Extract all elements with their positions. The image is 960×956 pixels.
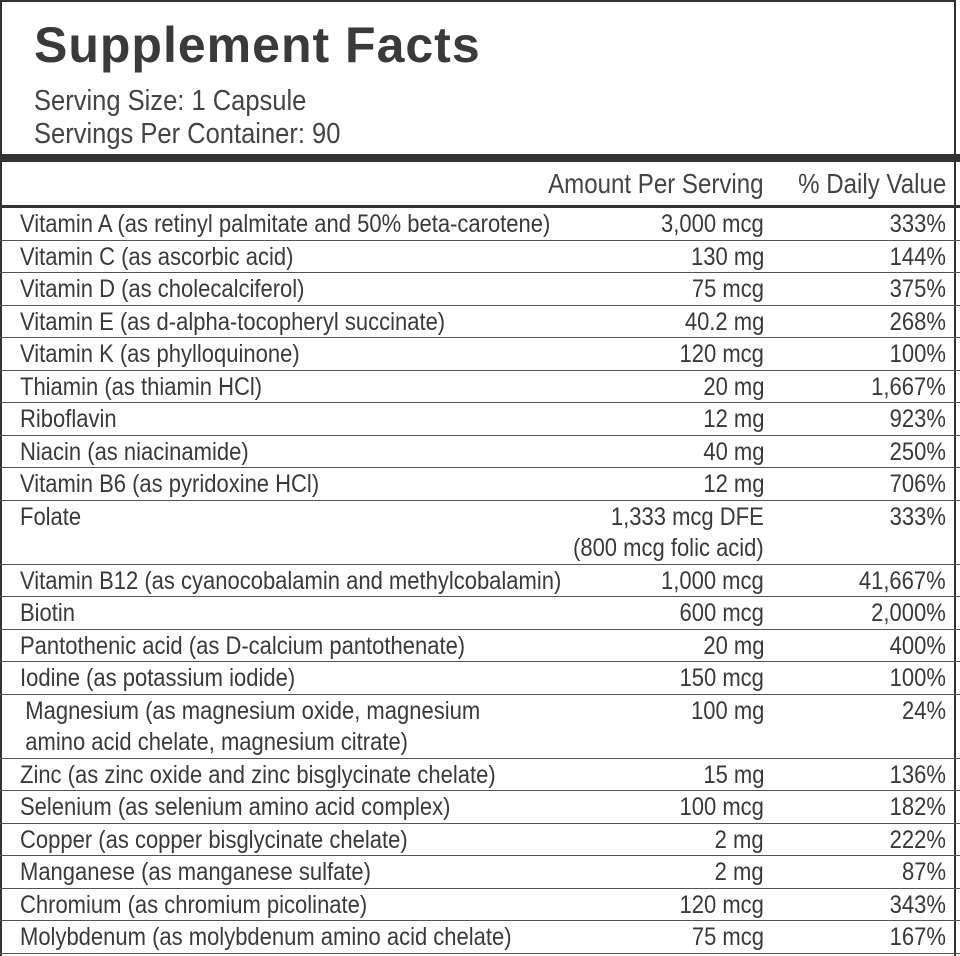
nutrient-name: Biotin: [20, 599, 76, 627]
nutrient-name: Manganese (as manganese sulfate): [20, 858, 371, 886]
header-divider: [0, 205, 960, 208]
nutrient-amount: 2 mg: [715, 825, 764, 854]
nutrient-amount-line2: (800 mcg folic acid): [573, 533, 764, 562]
nutrient-amount: 120 mcg: [679, 890, 764, 919]
nutrient-amount-line1: 1,333 mcg DFE: [611, 502, 764, 531]
table-row: Iodine (as potassium iodide) 150 mcg 100…: [0, 662, 960, 695]
nutrient-daily-value: 24%: [901, 696, 946, 725]
nutrient-daily-value: 167%: [889, 923, 946, 951]
table-row: Niacin (as niacinamide) 40 mg 250%: [0, 436, 960, 468]
nutrient-name-line2: amino acid chelate, magnesium citrate): [25, 727, 409, 756]
nutrient-amount: 100 mcg: [679, 793, 764, 821]
nutrient-name: Chromium (as chromium picolinate): [20, 890, 368, 919]
nutrient-daily-value: 333%: [889, 502, 946, 531]
nutrient-amount: 130 mg: [690, 242, 764, 271]
nutrient-daily-value: 923%: [889, 405, 946, 433]
servings-per-container: Servings Per Container: 90: [34, 118, 341, 150]
table-row: Thiamin (as thiamin HCl) 20 mg 1,667%: [0, 371, 960, 403]
table-row: Magnesium (as magnesium oxide, magnesium…: [0, 695, 960, 759]
nutrient-daily-value: 41,667%: [859, 566, 946, 595]
nutrient-name: Vitamin B12 (as cyanocobalamin and methy…: [20, 566, 562, 595]
nutrient-table: Vitamin A (as retinyl palmitate and 50% …: [0, 208, 960, 954]
nutrient-name: Vitamin B6 (as pyridoxine HCl): [20, 470, 320, 498]
nutrient-name-line1: Magnesium (as magnesium oxide, magnesium: [25, 696, 481, 725]
table-row: Chromium (as chromium picolinate) 120 mc…: [0, 889, 960, 921]
table-header: Amount Per Serving % Daily Value: [0, 163, 960, 205]
nutrient-name: Vitamin K (as phylloquinone): [20, 340, 300, 368]
table-row: Pantothenic acid (as D-calcium pantothen…: [0, 630, 960, 662]
nutrient-daily-value: 333%: [889, 210, 946, 238]
nutrient-amount: 40 mg: [702, 437, 764, 466]
nutrient-name: Pantothenic acid (as D-calcium pantothen…: [20, 631, 466, 660]
nutrient-amount: 1,000 mcg: [661, 566, 764, 595]
nutrient-daily-value: 1,667%: [871, 372, 946, 401]
table-row: Vitamin K (as phylloquinone) 120 mcg 100…: [0, 338, 960, 371]
table-row: Biotin 600 mcg 2,000%: [0, 597, 960, 630]
nutrient-daily-value: 144%: [889, 242, 946, 271]
table-row: Selenium (as selenium amino acid complex…: [0, 791, 960, 824]
nutrient-daily-value: 182%: [889, 793, 946, 821]
nutrient-name: Vitamin C (as ascorbic acid): [20, 242, 294, 271]
nutrient-amount: 100 mg: [690, 696, 764, 725]
nutrient-amount: 1,333 mcg DFE (800 mcg folic acid): [573, 502, 764, 564]
nutrient-amount: 120 mcg: [679, 340, 764, 368]
table-row: Copper (as copper bisglycinate chelate) …: [0, 824, 960, 856]
nutrient-name: Molybdenum (as molybdenum amino acid che…: [20, 923, 512, 951]
serving-size: Serving Size: 1 Capsule: [34, 85, 307, 117]
nutrient-daily-value: 136%: [889, 760, 946, 789]
table-row: Vitamin B6 (as pyridoxine HCl) 12 mg 706…: [0, 468, 960, 501]
nutrient-amount: 15 mg: [702, 760, 764, 789]
nutrient-amount: 75 mcg: [691, 275, 764, 303]
nutrient-amount: 3,000 mcg: [661, 210, 764, 238]
header-amount-per-serving: Amount Per Serving: [548, 168, 764, 199]
nutrient-name: Folate: [20, 502, 82, 531]
nutrient-daily-value: 222%: [889, 825, 946, 854]
nutrient-name: Niacin (as niacinamide): [20, 437, 249, 466]
label-title: Supplement Facts: [34, 17, 481, 73]
nutrient-daily-value: 100%: [889, 664, 946, 692]
nutrient-name: Vitamin D (as cholecalciferol): [20, 275, 305, 303]
nutrient-daily-value: 250%: [889, 437, 946, 466]
nutrient-daily-value: 706%: [889, 470, 946, 498]
header-daily-value: % Daily Value: [797, 168, 946, 199]
nutrient-name: Riboflavin: [20, 405, 117, 433]
nutrient-amount: 600 mcg: [679, 599, 764, 627]
nutrient-name: Thiamin (as thiamin HCl): [20, 372, 263, 401]
table-row: Vitamin B12 (as cyanocobalamin and methy…: [0, 565, 960, 597]
thick-divider: [0, 154, 960, 162]
table-row: Riboflavin 12 mg 923%: [0, 403, 960, 436]
table-row: Vitamin E (as d-alpha-tocopheryl succina…: [0, 306, 960, 338]
nutrient-name: Selenium (as selenium amino acid complex…: [20, 793, 451, 821]
nutrient-amount: 2 mg: [715, 858, 764, 886]
nutrient-name: Magnesium (as magnesium oxide, magnesium…: [20, 696, 480, 758]
nutrient-daily-value: 375%: [889, 275, 946, 303]
nutrient-name: Zinc (as zinc oxide and zinc bisglycinat…: [20, 760, 496, 789]
nutrient-name: Iodine (as potassium iodide): [20, 664, 296, 692]
table-row: Vitamin A (as retinyl palmitate and 50% …: [0, 208, 960, 241]
nutrient-daily-value: 343%: [889, 890, 946, 919]
nutrient-amount: 12 mg: [702, 405, 764, 433]
nutrient-amount: 40.2 mg: [684, 307, 764, 336]
nutrient-daily-value: 400%: [889, 631, 946, 660]
nutrient-amount: 20 mg: [702, 372, 764, 401]
nutrient-daily-value: 268%: [889, 307, 946, 336]
nutrient-name: Vitamin E (as d-alpha-tocopheryl succina…: [20, 307, 446, 336]
table-row: Vitamin D (as cholecalciferol) 75 mcg 37…: [0, 273, 960, 306]
table-row: Zinc (as zinc oxide and zinc bisglycinat…: [0, 759, 960, 791]
nutrient-name: Vitamin A (as retinyl palmitate and 50% …: [20, 210, 551, 238]
table-row: Folate 1,333 mcg DFE (800 mcg folic acid…: [0, 501, 960, 565]
nutrient-amount: 12 mg: [702, 470, 764, 498]
nutrient-name: Copper (as copper bisglycinate chelate): [20, 825, 408, 854]
table-row: Molybdenum (as molybdenum amino acid che…: [0, 921, 960, 954]
nutrient-amount: 20 mg: [702, 631, 764, 660]
nutrient-daily-value: 87%: [901, 858, 946, 886]
table-row: Manganese (as manganese sulfate) 2 mg 87…: [0, 856, 960, 889]
table-row: Vitamin C (as ascorbic acid) 130 mg 144%: [0, 241, 960, 273]
nutrient-daily-value: 100%: [889, 340, 946, 368]
nutrient-amount: 75 mcg: [691, 923, 764, 951]
nutrient-daily-value: 2,000%: [871, 599, 946, 627]
nutrient-amount: 150 mcg: [679, 664, 764, 692]
